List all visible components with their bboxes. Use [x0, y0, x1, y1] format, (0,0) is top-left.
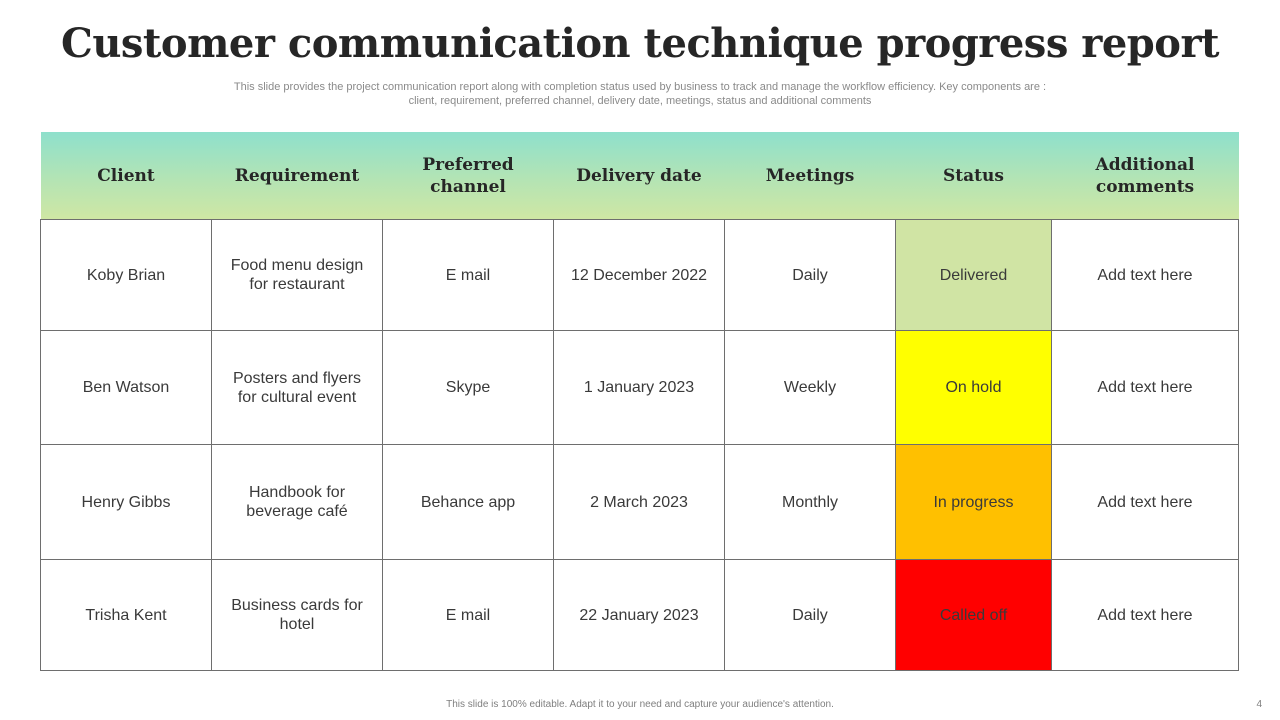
subtitle-line-2: client, requirement, preferred channel, …: [408, 95, 872, 107]
header-delivery-date: Delivery date: [553, 132, 725, 220]
header-client: Client: [40, 132, 212, 220]
meetings-cell: Monthly: [724, 444, 896, 560]
client-cell: Koby Brian: [40, 219, 212, 331]
slide-subtitle: This slide provides the project communic…: [190, 80, 1090, 108]
header-row: Client Requirement Preferred channel Del…: [40, 132, 1239, 220]
header-preferred-channel: Preferred channel: [382, 132, 554, 220]
header-requirement: Requirement: [211, 132, 383, 220]
requirement-cell: Posters and flyers for cultural event: [211, 330, 383, 445]
channel-cell: E mail: [382, 559, 554, 671]
header-status: Status: [895, 132, 1052, 220]
page-number: 4: [1256, 699, 1262, 710]
meetings-cell: Daily: [724, 559, 896, 671]
comments-cell: Add text here: [1051, 219, 1239, 331]
slide-footer: This slide is 100% editable. Adapt it to…: [446, 699, 834, 710]
table-row: Henry Gibbs Handbook for beverage café B…: [40, 444, 1239, 560]
header-additional-comments: Additional comments: [1051, 132, 1239, 220]
delivery-date-cell: 12 December 2022: [553, 219, 725, 331]
status-cell-called-off: Called off: [895, 559, 1052, 671]
table-row: Ben Watson Posters and flyers for cultur…: [40, 330, 1239, 445]
status-cell-in-progress: In progress: [895, 444, 1052, 560]
meetings-cell: Daily: [724, 219, 896, 331]
slide-title: Customer communication technique progres…: [60, 20, 1220, 67]
requirement-cell: Handbook for beverage café: [211, 444, 383, 560]
status-cell-on-hold: On hold: [895, 330, 1052, 445]
channel-cell: Skype: [382, 330, 554, 445]
delivery-date-cell: 2 March 2023: [553, 444, 725, 560]
meetings-cell: Weekly: [724, 330, 896, 445]
header-meetings: Meetings: [724, 132, 896, 220]
requirement-cell: Food menu design for restaurant: [211, 219, 383, 331]
client-cell: Trisha Kent: [40, 559, 212, 671]
channel-cell: E mail: [382, 219, 554, 331]
progress-report-table: Client Requirement Preferred channel Del…: [40, 132, 1239, 671]
delivery-date-cell: 1 January 2023: [553, 330, 725, 445]
channel-cell: Behance app: [382, 444, 554, 560]
table-row: Trisha Kent Business cards for hotel E m…: [40, 559, 1239, 671]
subtitle-line-1: This slide provides the project communic…: [233, 81, 1047, 93]
status-cell-delivered: Delivered: [895, 219, 1052, 331]
comments-cell: Add text here: [1051, 330, 1239, 445]
client-cell: Ben Watson: [40, 330, 212, 445]
comments-cell: Add text here: [1051, 444, 1239, 560]
delivery-date-cell: 22 January 2023: [553, 559, 725, 671]
client-cell: Henry Gibbs: [40, 444, 212, 560]
table-row: Koby Brian Food menu design for restaura…: [40, 219, 1239, 331]
requirement-cell: Business cards for hotel: [211, 559, 383, 671]
comments-cell: Add text here: [1051, 559, 1239, 671]
